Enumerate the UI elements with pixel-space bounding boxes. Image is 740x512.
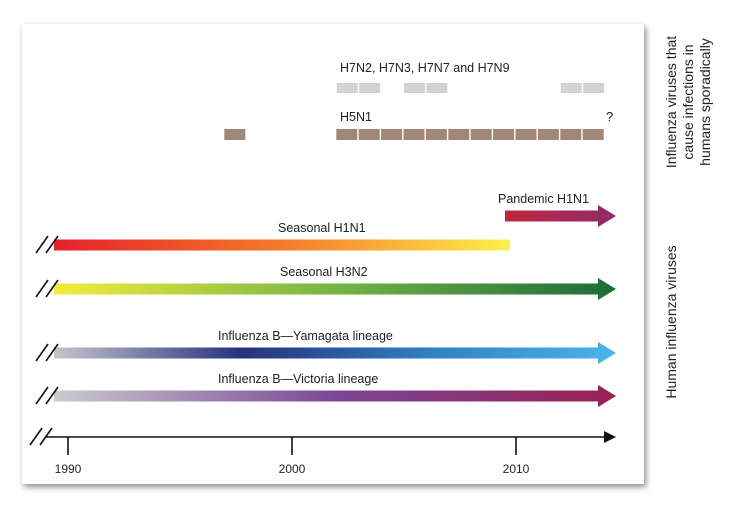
h5-blocks bbox=[224, 129, 604, 140]
h5-block-2006 bbox=[425, 129, 447, 140]
lineage-bar-1 bbox=[54, 239, 510, 251]
h5-block-2004 bbox=[381, 129, 403, 140]
lineage-0: Pandemic H1N1 bbox=[498, 192, 616, 227]
axis-break bbox=[29, 427, 53, 446]
lineage-break-3 bbox=[35, 343, 59, 362]
h5-block-2011 bbox=[537, 129, 559, 140]
h5-block-2002 bbox=[336, 129, 358, 140]
h5-label: H5N1 bbox=[340, 110, 372, 124]
axis-arrowhead bbox=[604, 431, 616, 443]
lineage-label-4: Influenza B—Victoria lineage bbox=[218, 372, 378, 386]
axis-ticks: 1990 2000 2010 bbox=[55, 437, 530, 476]
lineage-bar-3 bbox=[54, 342, 616, 364]
h5-block-2010 bbox=[515, 129, 537, 140]
h5-block-2012 bbox=[560, 129, 582, 140]
lineage-break-2 bbox=[35, 279, 59, 298]
human-side-label: Human influenza viruses bbox=[663, 245, 679, 398]
lineage-3: Influenza B—Yamagata lineage bbox=[35, 329, 616, 364]
h5-block-2009 bbox=[493, 129, 515, 140]
lineage-2: Seasonal H3N2 bbox=[35, 265, 616, 300]
h7-block-2012 bbox=[560, 83, 582, 93]
time-axis: 1990 2000 2010 bbox=[29, 427, 616, 476]
lineage-break-4 bbox=[35, 386, 59, 405]
lineage-label-1: Seasonal H1N1 bbox=[278, 221, 366, 235]
h5-block-2013 bbox=[582, 129, 604, 140]
sporadic-side-label-line-2: cause infections in bbox=[680, 44, 696, 159]
lineage-label-0: Pandemic H1N1 bbox=[498, 192, 589, 206]
h7-block-2013 bbox=[583, 83, 605, 93]
h7-blocks bbox=[336, 83, 605, 93]
lineage-bar-0 bbox=[505, 205, 616, 227]
lineage-label-3: Influenza B—Yamagata lineage bbox=[218, 329, 393, 343]
sporadic-side-label-line-1: Influenza viruses that bbox=[663, 36, 679, 168]
h5-block-2008 bbox=[470, 129, 492, 140]
h5-block-1997 bbox=[224, 129, 246, 140]
h5-block-2005 bbox=[403, 129, 425, 140]
h7-block-2002 bbox=[336, 83, 358, 93]
lineage-1: Seasonal H1N1 bbox=[35, 221, 510, 254]
h5-block-2003 bbox=[358, 129, 380, 140]
lineage-break-1 bbox=[35, 235, 59, 254]
lineage-bar-2 bbox=[54, 278, 616, 300]
h7-block-2006 bbox=[426, 83, 448, 93]
sporadic-infections: H7N2, H7N3, H7N7 and H7N9 H5N1 ? bbox=[224, 61, 613, 140]
question-mark: ? bbox=[606, 109, 613, 124]
sporadic-side-label-line-3: humans sporadically bbox=[697, 38, 713, 166]
figure-frame bbox=[22, 24, 644, 484]
tick-label-1990: 1990 bbox=[55, 462, 82, 476]
tick-label-2010: 2010 bbox=[503, 462, 530, 476]
h5-block-2007 bbox=[448, 129, 470, 140]
h7-label: H7N2, H7N3, H7N7 and H7N9 bbox=[340, 61, 510, 75]
human-lineages: Pandemic H1N1 Seasonal H1N1 Seasonal H3N2 I… bbox=[35, 192, 616, 407]
lineage-bar-4 bbox=[54, 385, 616, 407]
h7-block-2003 bbox=[359, 83, 381, 93]
lineage-label-2: Seasonal H3N2 bbox=[280, 265, 368, 279]
tick-label-2000: 2000 bbox=[279, 462, 306, 476]
h7-block-2005 bbox=[404, 83, 425, 93]
lineage-4: Influenza B—Victoria lineage bbox=[35, 372, 616, 407]
